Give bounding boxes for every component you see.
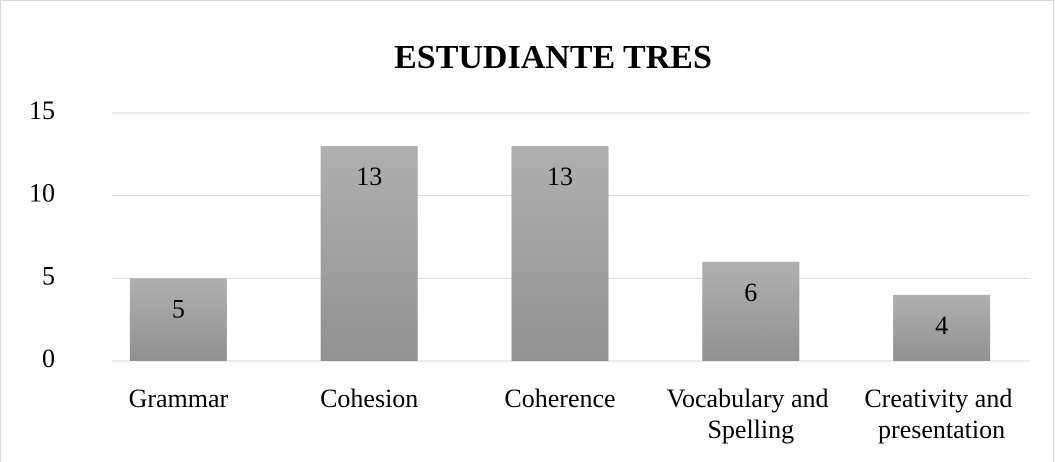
y-tick-label: 0 <box>42 344 55 373</box>
y-tick-label: 15 <box>29 96 55 125</box>
x-tick-label: Cohesion <box>320 384 418 413</box>
x-tick-label: Coherence <box>504 384 615 413</box>
data-label: 13 <box>547 162 573 191</box>
x-tick-label: Creativity and presentation <box>864 384 1019 444</box>
data-label: 13 <box>356 162 382 191</box>
bar-shade <box>511 146 609 361</box>
data-label: 5 <box>172 294 185 323</box>
bar-shade <box>893 294 991 361</box>
bar-shade <box>129 278 227 361</box>
bar-shade <box>320 146 418 361</box>
bar-shade <box>702 261 800 361</box>
y-tick-label: 5 <box>42 261 55 290</box>
data-label: 4 <box>935 311 948 340</box>
y-tick-label: 10 <box>29 179 55 208</box>
data-label: 6 <box>744 278 757 307</box>
x-tick-label: Grammar <box>129 384 229 413</box>
x-tick-label: Vocabulary and Spelling <box>667 384 835 444</box>
chart-title: ESTUDIANTE TRES <box>394 39 712 76</box>
